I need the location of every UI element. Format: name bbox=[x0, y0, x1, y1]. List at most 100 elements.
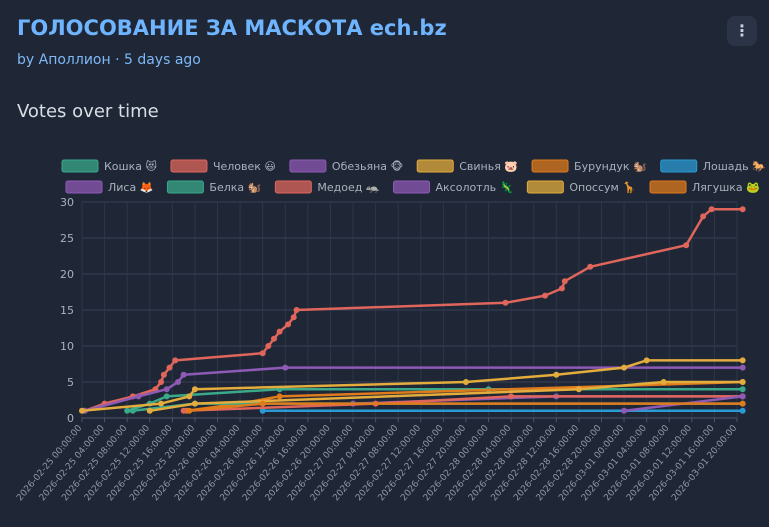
poll-title: ГОЛОСОВАНИЕ ЗА МАСКОТА ech.bz bbox=[17, 16, 447, 40]
legend-label: Лошадь 🐎 bbox=[703, 160, 766, 173]
chart-section-title: Votes over time bbox=[17, 101, 159, 122]
legend-swatch bbox=[649, 180, 687, 194]
legend-label: Лиса 🦊 bbox=[108, 181, 154, 194]
legend-swatch bbox=[166, 180, 204, 194]
data-point bbox=[135, 393, 142, 400]
series-11 bbox=[146, 379, 746, 414]
data-point bbox=[683, 242, 690, 249]
plot-area bbox=[79, 206, 746, 414]
legend-swatch bbox=[531, 159, 569, 173]
data-point bbox=[180, 371, 187, 378]
data-point bbox=[739, 364, 746, 371]
data-point bbox=[561, 278, 568, 285]
data-point bbox=[739, 357, 746, 364]
data-point bbox=[660, 379, 667, 385]
y-tick-label: 30 bbox=[60, 196, 74, 209]
series-line bbox=[183, 395, 743, 413]
series-3 bbox=[81, 364, 746, 414]
data-point bbox=[708, 206, 715, 213]
legend-item: Белка 🐿️ bbox=[166, 180, 262, 194]
data-point bbox=[160, 371, 167, 378]
legend-swatch bbox=[416, 159, 454, 173]
data-point bbox=[270, 335, 277, 342]
legend-item: Бурундук 🐿️ bbox=[531, 159, 647, 173]
data-point bbox=[129, 407, 136, 414]
y-tick-label: 0 bbox=[67, 412, 74, 425]
data-point bbox=[502, 299, 509, 306]
poll-byline: by Аполлион · 5 days ago bbox=[17, 52, 201, 68]
data-point bbox=[290, 314, 297, 321]
kebab-menu-icon: ⋮ bbox=[734, 21, 750, 40]
data-point bbox=[276, 328, 283, 335]
y-tick-label: 20 bbox=[60, 268, 74, 281]
data-point bbox=[542, 292, 549, 299]
data-point bbox=[158, 379, 165, 385]
legend-label: Аксолотль 🦎 bbox=[436, 181, 514, 194]
data-point bbox=[191, 386, 198, 393]
data-point bbox=[146, 407, 153, 414]
data-point bbox=[124, 407, 131, 414]
data-point bbox=[739, 400, 746, 407]
data-point bbox=[186, 407, 193, 414]
data-point bbox=[158, 400, 165, 407]
legend-item: Обезьяна 🐵 bbox=[289, 159, 403, 173]
legend-swatch bbox=[274, 180, 312, 194]
legend-swatch bbox=[660, 159, 698, 173]
data-point bbox=[174, 379, 181, 385]
data-point bbox=[265, 343, 272, 349]
data-point bbox=[191, 400, 198, 407]
legend-swatch bbox=[393, 180, 431, 194]
votes-line-chart: Кошка 😻 Человек 😃 Обезьяна 🐵 Свинья 🐷 Бурунд… bbox=[15, 159, 766, 503]
legend-item: Лошадь 🐎 bbox=[660, 159, 766, 173]
data-point bbox=[553, 371, 560, 378]
y-tick-label: 25 bbox=[60, 232, 74, 245]
more-options-button[interactable]: ⋮ bbox=[727, 16, 757, 46]
legend-swatch bbox=[65, 180, 103, 194]
data-point bbox=[172, 357, 179, 364]
data-point bbox=[163, 393, 170, 400]
data-point bbox=[575, 386, 582, 393]
data-point bbox=[259, 350, 266, 357]
legend-swatch bbox=[289, 159, 327, 173]
data-point bbox=[739, 379, 746, 385]
data-point bbox=[79, 407, 85, 414]
legend-item: Кошка 😻 bbox=[61, 159, 157, 173]
data-point bbox=[508, 393, 515, 400]
legend-label: Белка 🐿️ bbox=[209, 181, 261, 194]
legend-item: Лягушка 🐸 bbox=[649, 180, 760, 194]
y-tick-label: 5 bbox=[67, 376, 74, 389]
data-point bbox=[621, 407, 628, 414]
data-point bbox=[700, 213, 707, 220]
data-point bbox=[276, 393, 283, 400]
data-point bbox=[621, 364, 628, 371]
legend-label: Опоссум 🦒 bbox=[569, 181, 636, 194]
series-6 bbox=[259, 407, 746, 414]
data-point bbox=[186, 393, 193, 400]
legend-item: Опоссум 🦒 bbox=[526, 180, 636, 194]
data-point bbox=[259, 400, 266, 407]
legend-label: Обезьяна 🐵 bbox=[332, 160, 403, 173]
legend-label: Человек 😃 bbox=[213, 160, 276, 173]
legend-label: Кошка 😻 bbox=[104, 160, 157, 173]
data-point bbox=[643, 357, 650, 364]
legend-item: Человек 😃 bbox=[170, 159, 276, 173]
y-tick-label: 15 bbox=[60, 304, 74, 317]
y-axis: 0 5 10 15 20 25 30 bbox=[60, 196, 74, 425]
legend-swatch bbox=[170, 159, 208, 173]
data-point bbox=[587, 263, 594, 270]
legend-label: Лягушка 🐸 bbox=[692, 181, 760, 194]
data-point bbox=[163, 386, 170, 393]
data-point bbox=[739, 386, 746, 393]
data-point bbox=[285, 321, 292, 328]
legend-swatch bbox=[526, 180, 564, 194]
series-12 bbox=[186, 400, 746, 414]
data-point bbox=[462, 379, 469, 385]
legend-item: Лиса 🦊 bbox=[65, 180, 154, 194]
data-point bbox=[282, 364, 289, 371]
legend-item: Аксолотль 🦎 bbox=[393, 180, 514, 194]
legend-item: Свинья 🐷 bbox=[416, 159, 518, 173]
y-tick-label: 10 bbox=[60, 340, 74, 353]
data-point bbox=[293, 307, 300, 313]
legend-label: Медоед 🦡 bbox=[317, 181, 379, 194]
